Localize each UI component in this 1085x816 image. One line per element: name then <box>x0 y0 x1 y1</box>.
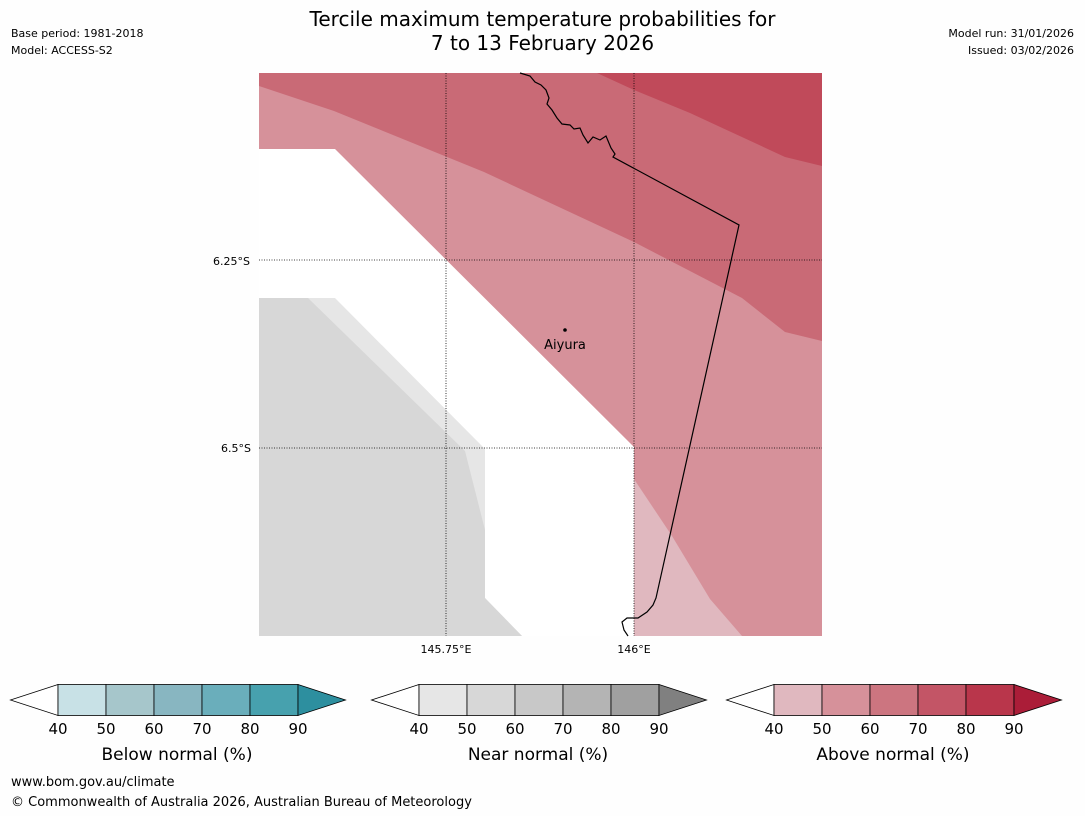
colorbar-tick-label: 60 <box>505 720 525 738</box>
map-title-line1: Tercile maximum temperature probabilitie… <box>309 7 776 31</box>
footer-url: www.bom.gov.au/climate <box>11 775 175 790</box>
colorbar-swatch <box>105 684 155 716</box>
colorbar-swatch <box>57 684 107 716</box>
colorbar-title: Below normal (%) <box>101 745 253 765</box>
colorbar-tick-label: 80 <box>956 720 976 738</box>
colorbar-extension-high <box>658 683 708 717</box>
colorbar-tick-label: 90 <box>649 720 669 738</box>
colorbar-tick-label: 50 <box>457 720 477 738</box>
colorbar-swatch <box>610 684 660 716</box>
colorbar-swatch <box>201 684 251 716</box>
colorbar-extension-high <box>1013 683 1063 717</box>
longitude-label: 146°E <box>617 643 651 656</box>
legend-below-normal: 40 50 60 70 80 90 Below normal (%) <box>9 683 347 765</box>
colorbar-extension-low <box>370 683 420 717</box>
header-left: Base period: 1981-2018 Model: ACCESS-S2 <box>11 25 143 59</box>
aiyura-marker <box>563 328 567 332</box>
map-title-line2: 7 to 13 February 2026 <box>430 31 655 55</box>
colorbar-tick-label: 40 <box>48 720 68 738</box>
region-above-60-70 <box>259 73 822 341</box>
colorbar-title: Near normal (%) <box>467 745 609 765</box>
header-right: Model run: 31/01/2026 Issued: 03/02/2026 <box>948 25 1074 59</box>
legend-near-normal: 40 50 60 70 80 90 Near normal (%) <box>370 683 708 765</box>
colorbar-tick-label: 70 <box>908 720 928 738</box>
colorbar-swatch <box>917 684 967 716</box>
colorbar-extension-low <box>725 683 775 717</box>
country-border <box>519 72 740 637</box>
colorbar-tick-label: 70 <box>192 720 212 738</box>
colorbar-title: Above normal (%) <box>816 745 970 765</box>
model-text: Model: ACCESS-S2 <box>11 44 113 57</box>
map-title: Tercile maximum temperature probabilitie… <box>0 7 1085 55</box>
latitude-label: 6.5°S <box>221 442 251 455</box>
colorbar-swatch <box>562 684 612 716</box>
colorbar-tick-label: 90 <box>288 720 308 738</box>
colorbar-swatch <box>821 684 871 716</box>
place-label-aiyura: Aiyura <box>544 338 586 353</box>
colorbar-swatch <box>869 684 919 716</box>
colorbar-near <box>370 683 708 717</box>
colorbar-tick-label: 40 <box>409 720 429 738</box>
colorbar-swatch <box>249 684 299 716</box>
colorbar-extension-high <box>297 683 347 717</box>
issued-text: Issued: 03/02/2026 <box>967 44 1074 57</box>
colorbar-tick-label: 50 <box>812 720 832 738</box>
colorbar-tick-label: 90 <box>1004 720 1024 738</box>
footer-copyright: © Commonwealth of Australia 2026, Austra… <box>11 795 472 810</box>
colorbar-below <box>9 683 347 717</box>
colorbar-tick-label: 60 <box>860 720 880 738</box>
colorbar-swatch <box>153 684 203 716</box>
colorbar-tick-label: 40 <box>764 720 784 738</box>
region-above-70-80 <box>597 73 822 166</box>
region-above-40-50 <box>634 479 742 636</box>
latitude-label: 6.25°S <box>213 255 250 268</box>
colorbar-swatch <box>773 684 823 716</box>
colorbar-tick-label: 50 <box>96 720 116 738</box>
colorbar-tick-label: 60 <box>144 720 164 738</box>
region-near-50-60 <box>259 298 522 636</box>
colorbar-tick-label: 80 <box>601 720 621 738</box>
base-period-text: Base period: 1981-2018 <box>11 27 144 40</box>
colorbar-swatch <box>965 684 1015 716</box>
model-run-text: Model run: 31/01/2026 <box>948 27 1074 40</box>
colorbar-swatch <box>418 684 468 716</box>
colorbar-above <box>725 683 1063 717</box>
colorbar-swatch <box>466 684 516 716</box>
colorbar-tick-label: 70 <box>553 720 573 738</box>
longitude-label: 145.75°E <box>420 643 472 656</box>
colorbar-extension-low <box>9 683 59 717</box>
colorbar-swatch <box>514 684 564 716</box>
legend-above-normal: 40 50 60 70 80 90 Above normal (%) <box>725 683 1063 765</box>
colorbar-tick-label: 80 <box>240 720 260 738</box>
